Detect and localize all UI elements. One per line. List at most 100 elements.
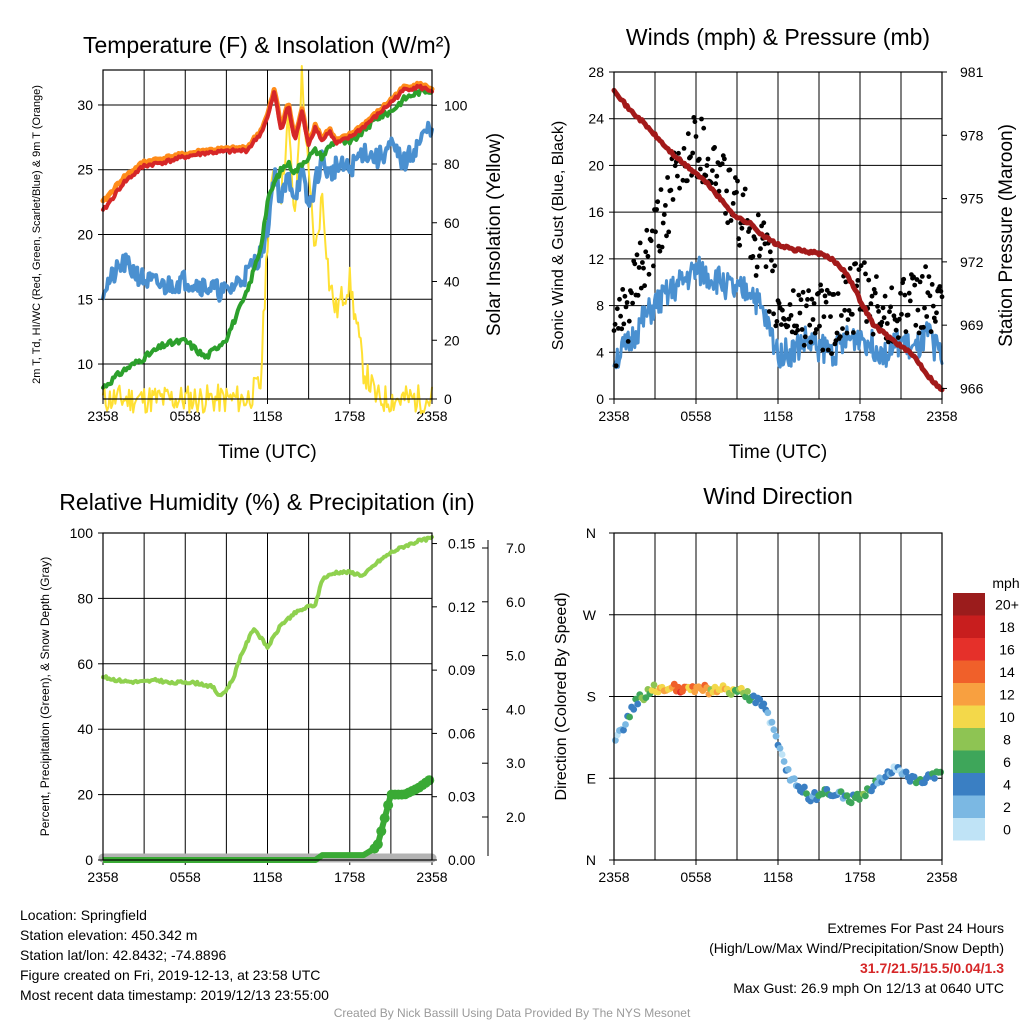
gust-point	[921, 324, 926, 330]
x-tick-label: 2358	[598, 869, 629, 885]
y2-tick-label: 972	[960, 254, 984, 270]
gust-point	[806, 288, 811, 294]
gust-point	[844, 330, 850, 336]
gust-point	[869, 293, 875, 299]
direction-point	[780, 758, 788, 765]
gust-point	[767, 249, 773, 255]
y-tick-label: 8	[596, 298, 604, 314]
gust-point	[829, 351, 834, 356]
legend-swatch	[953, 773, 985, 796]
gust-point	[786, 316, 792, 322]
x-tick-label: 2358	[87, 869, 118, 885]
gust-point	[845, 317, 851, 322]
y3-tick-label: 6.0	[506, 594, 526, 610]
gust-point	[642, 283, 647, 289]
gust-point	[933, 319, 938, 324]
panel-title: Winds (mph) & Pressure (mb)	[626, 24, 930, 50]
gust-point	[886, 339, 891, 345]
series-line	[101, 120, 434, 303]
legend-label: 8	[1003, 731, 1011, 747]
gust-point	[719, 161, 725, 167]
gust-point	[902, 292, 908, 298]
legend-swatch	[953, 795, 985, 818]
gust-point	[868, 301, 874, 307]
gust-point	[898, 290, 903, 296]
gust-point	[906, 290, 912, 296]
figure-created: Figure created on Fri, 2019-12-13, at 23…	[20, 967, 321, 983]
precip-point	[424, 775, 435, 786]
y-axis-label: Percent, Precipitation (Green), & Snow D…	[38, 557, 52, 836]
direction-point	[778, 751, 786, 758]
precip-point	[383, 800, 394, 811]
gust-point	[643, 249, 649, 255]
direction-point	[910, 773, 918, 781]
series-line	[611, 87, 945, 393]
gust-point	[812, 330, 818, 336]
gust-point	[703, 173, 709, 179]
x-tick-label: 1158	[252, 408, 282, 424]
station-latlon: Station lat/lon: 42.8432; -74.8896	[20, 947, 227, 963]
y-tick-label: N	[586, 852, 596, 868]
y2-tick-label: 40	[444, 274, 460, 290]
y2-axis-label: Station Pressure (Maroon)	[996, 124, 1017, 347]
gust-point	[843, 279, 849, 285]
legend-label: 20+	[995, 596, 1019, 612]
gust-point	[862, 260, 867, 265]
y2-axis-label: Solar Insolation (Yellow)	[484, 133, 505, 336]
gust-point	[657, 248, 663, 254]
y2-tick-label: 0.00	[448, 852, 475, 868]
gust-point	[899, 311, 904, 317]
y-tick-label: W	[583, 607, 597, 623]
y-tick-label: 0	[596, 391, 604, 407]
y2-tick-label: 981	[960, 64, 984, 80]
x-tick-label: 1758	[844, 408, 875, 424]
y2-tick-label: 969	[960, 317, 984, 333]
x-tick-label: 2358	[926, 869, 957, 885]
panel-title: Relative Humidity (%) & Precipitation (i…	[59, 489, 474, 515]
gust-point	[888, 304, 893, 310]
y-tick-label: 30	[77, 97, 93, 113]
y2-tick-label: 975	[960, 191, 984, 207]
gust-point	[740, 192, 746, 198]
gust-point	[651, 263, 656, 269]
legend-swatch	[953, 705, 985, 728]
gust-point	[618, 313, 623, 319]
gust-point	[884, 321, 890, 326]
legend-swatch	[953, 660, 985, 683]
gust-point	[636, 265, 642, 270]
direction-point	[768, 718, 776, 726]
y-tick-label: 20	[77, 787, 93, 803]
gust-point	[620, 287, 626, 292]
gust-point	[685, 131, 691, 137]
panel-1: Winds (mph) & Pressure (mb) 2358 0558 1158 1…	[550, 24, 1017, 463]
gust-point	[819, 288, 825, 293]
gust-point	[835, 291, 841, 296]
x-tick-label: 1158	[763, 408, 793, 424]
direction-point	[843, 792, 851, 800]
gust-point	[699, 116, 704, 122]
gust-point	[782, 317, 787, 322]
legend-title: mph	[992, 575, 1019, 591]
gust-point	[879, 319, 885, 325]
gust-point	[723, 211, 728, 216]
gust-point	[754, 264, 760, 270]
y-tick-label: 4	[596, 344, 604, 360]
gust-point	[704, 163, 710, 168]
extremes-subtitle: (High/Low/Max Wind/Precipitation/Snow De…	[709, 940, 1004, 956]
gust-point	[882, 293, 888, 299]
gust-point	[799, 327, 805, 332]
gust-point	[735, 178, 740, 184]
gust-point	[822, 293, 828, 299]
direction-point	[937, 768, 944, 776]
gust-point	[912, 282, 918, 288]
legend-swatch	[953, 615, 985, 638]
gust-point	[794, 323, 799, 329]
gust-point	[641, 265, 646, 271]
gust-point	[810, 317, 816, 322]
gust-point	[880, 305, 886, 311]
gust-point	[903, 329, 909, 335]
gust-point	[614, 306, 620, 312]
gust-point	[742, 186, 748, 192]
precip-point	[372, 839, 383, 850]
gust-point	[659, 244, 665, 250]
